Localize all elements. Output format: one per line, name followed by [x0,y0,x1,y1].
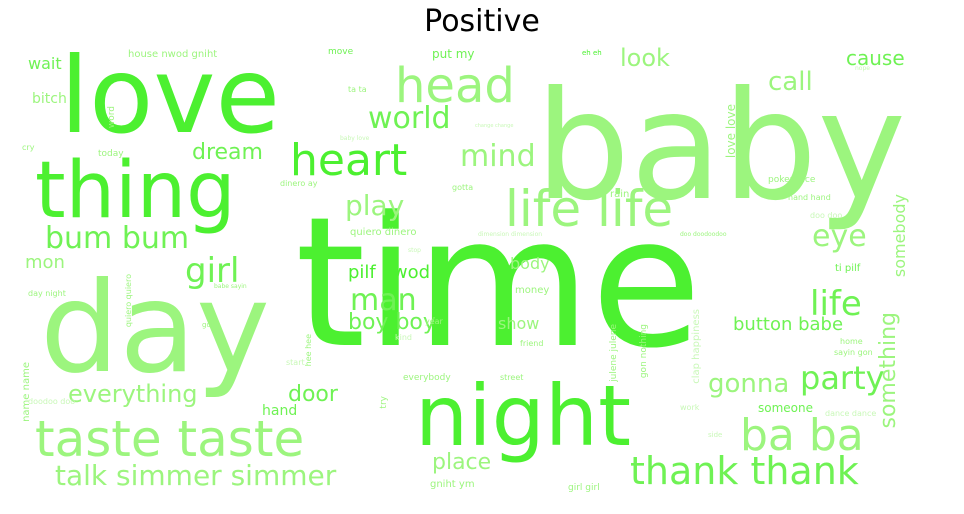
word-somebody: somebody [890,194,909,278]
word-year: year [425,317,443,326]
word-gon: gon [202,321,216,329]
word-cloud: time baby day love thing night life life head ta… [20,44,940,504]
word-put-my: put my [432,47,475,61]
word-girl: girl [185,251,240,291]
word-play: play [345,189,405,222]
word-head: head [395,58,515,114]
word-hand: hand [262,403,298,419]
word-thank-thank: thank thank [630,449,859,493]
word-hand-hand: hand hand [788,193,831,202]
word-try: try [379,396,389,409]
word-pilf-nwod: pilf nwod [348,262,431,283]
word-start: start [286,358,305,367]
word-look: look [620,44,670,72]
word-word: word [107,106,117,129]
word-day: day [40,256,270,401]
word-dimension-dimension: dimension dimension [478,231,543,238]
word-gonna: gonna [708,369,790,399]
word-nope: nope [855,65,870,72]
word-stop: stop [408,247,421,254]
word-doo-doo: doo doo [810,211,843,220]
word-night: night [415,367,632,465]
word-doodoo-doo: doodoo doo [28,397,76,406]
word-dance-dance: dance dance [825,409,877,418]
word-cry: cry [22,143,35,152]
word-friend: friend [520,339,544,348]
word-bum-bum: bum bum [45,221,190,256]
word-money: money [515,285,550,296]
word-day-night: day night [28,289,66,298]
word-life-life: life life [505,180,674,238]
word-wait: wait [28,54,62,73]
word-kind: kind [395,333,413,342]
word-something: something [876,312,901,429]
word-quiero-dinero: quiero dinero [350,227,417,238]
word-baby-love: baby love [340,135,370,142]
word-work: work [680,403,700,412]
word-eye: eye [812,219,867,254]
word-side: side [708,431,723,439]
word-babe-sayin: babe sayin [214,283,247,290]
word-today: today [98,149,124,159]
word-change-change: change change [475,123,514,129]
word-love-love: love love [724,104,738,159]
word-door: door [288,382,338,407]
word-love: love [60,44,281,157]
word-world: world [368,101,451,136]
word-rain: rain [610,189,630,200]
word-thing: thing [35,146,236,236]
word-cause: cause [846,46,905,70]
word-talk-simmer-simmer: talk simmer simmer [55,459,337,492]
word-man: man [350,283,417,318]
word-gotta: gotta [452,183,474,192]
word-boy-boy: boy boy [348,310,436,335]
word-call: call [768,67,813,97]
word-name-name: name name [21,362,32,422]
word-street: street [500,373,524,382]
word-body: body [510,254,550,273]
word-julene-julene: julene julene [609,324,619,382]
word-gniht-ym: gniht ym [430,479,475,490]
word-bitch: bitch [32,91,67,107]
word-someone: someone [758,401,813,415]
word-everybody: everybody [403,373,451,383]
word-party: party [800,359,885,397]
word-home: home [840,337,863,346]
word-clap-happiness: clap happiness [691,309,702,384]
word-baby: baby [535,60,907,234]
word-button-babe: button babe [733,314,844,335]
word-doo-doodoodoo: doo doodoodoo [680,231,727,238]
word-life: life [810,284,862,324]
word-heart: heart [290,135,408,186]
word-ba-ba: ba ba [740,410,864,461]
word-house-nwod-gniht: house nwod gniht [128,49,218,60]
chart-title: Positive [424,4,540,39]
word-mind: mind [460,139,536,174]
word-girl-girl: girl girl [568,483,600,493]
word-move: move [328,47,354,57]
word-place: place [432,450,492,475]
word-eh-eh: eh eh [582,49,602,57]
word-show: show [498,314,540,333]
word-taste-taste: taste taste [35,410,305,468]
word-ti-pilf: ti pilf [835,263,861,274]
word-everything: everything [68,380,198,408]
word-ta-ta: ta ta [348,85,367,94]
word-time: time [295,179,702,388]
word-sayin-gon: sayin gon [834,348,873,357]
word-hee-hee: hee hee [304,334,313,367]
word-gon-nothing: gon nothing [639,324,649,379]
word-dinero-ay: dinero ay [280,179,318,188]
word-quiero-quiero: quiero quiero [124,274,133,328]
word-poker-face: poker face [768,175,816,185]
word-dream: dream [192,140,263,165]
word-mon: mon [25,252,65,273]
